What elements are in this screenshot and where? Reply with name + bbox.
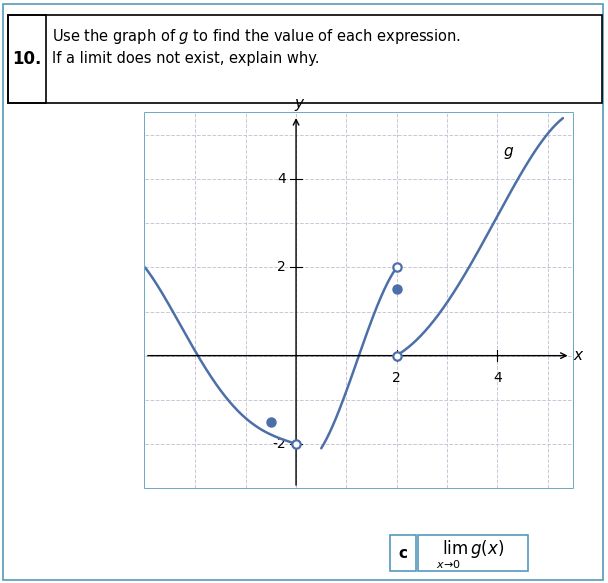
Bar (418, 535, 528, 571)
Bar (8, 15, 602, 103)
Text: c: c (398, 546, 407, 560)
Text: -2: -2 (272, 437, 286, 451)
Text: 2: 2 (277, 261, 286, 275)
Text: 2: 2 (392, 371, 401, 385)
Bar (145, 113, 573, 488)
Text: $\lim\, g(x)$: $\lim\, g(x)$ (442, 538, 504, 560)
Bar (390, 535, 416, 571)
Text: 4: 4 (277, 172, 286, 186)
Text: $g$: $g$ (502, 145, 514, 161)
Text: 10.: 10. (12, 50, 42, 68)
Text: $x\!\to\!0$: $x\!\to\!0$ (436, 558, 461, 570)
Text: If a limit does not exist, explain why.: If a limit does not exist, explain why. (52, 51, 319, 66)
Text: $x$: $x$ (573, 348, 584, 363)
Text: Use the graph of $g$ to find the value of each expression.: Use the graph of $g$ to find the value o… (52, 27, 461, 46)
Text: 4: 4 (493, 371, 502, 385)
Bar (8, 15, 46, 103)
Text: $y$: $y$ (294, 97, 306, 113)
